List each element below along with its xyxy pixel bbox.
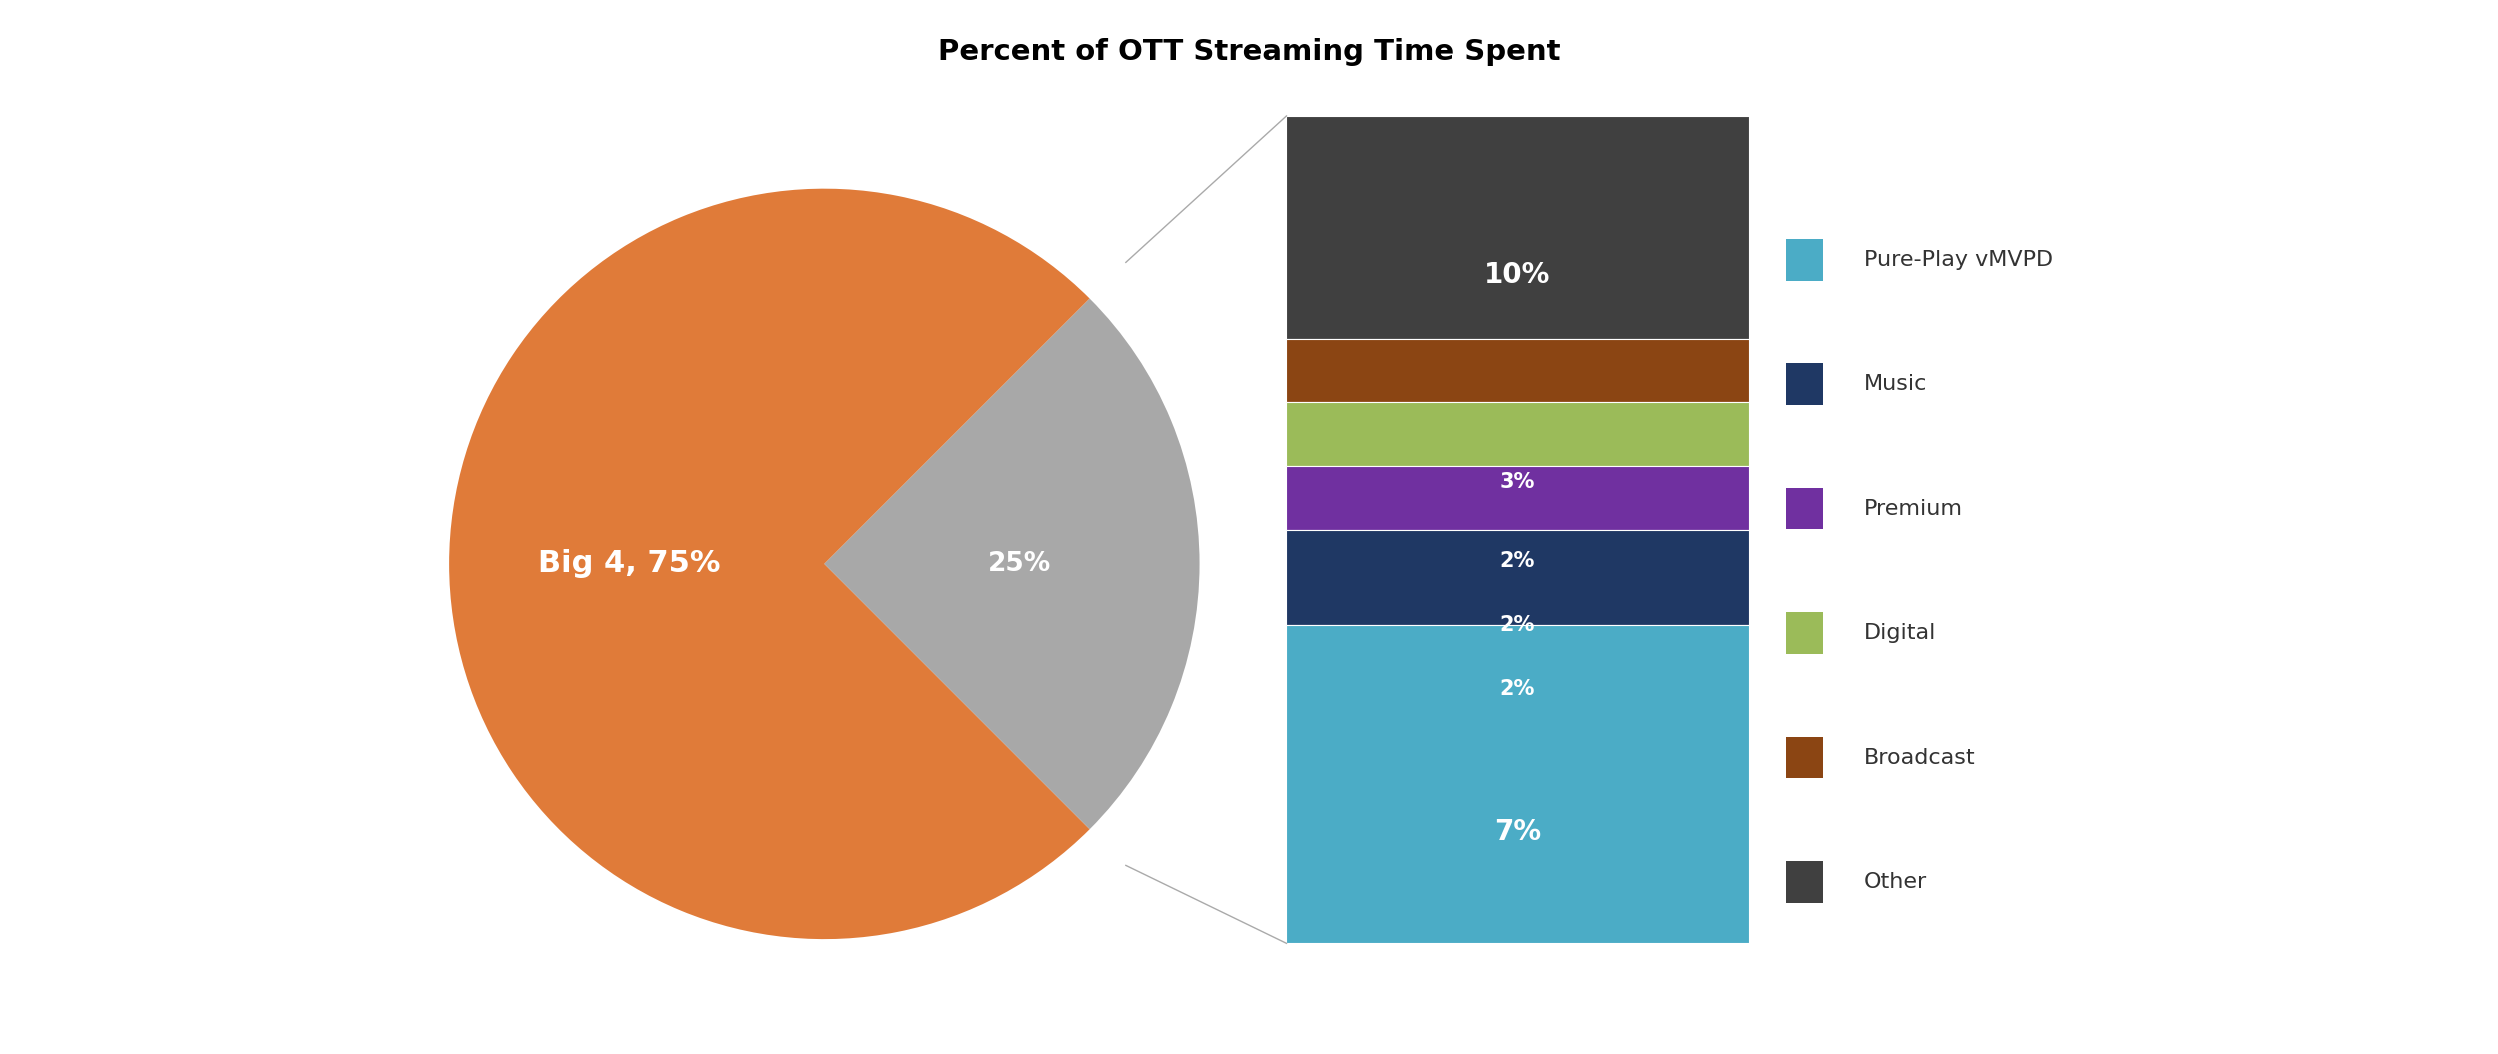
Bar: [1786, 612, 1824, 653]
Text: Big 4, 75%: Big 4, 75%: [537, 549, 719, 579]
Text: 10%: 10%: [1484, 261, 1551, 289]
Text: 25%: 25%: [987, 551, 1052, 577]
Text: Premium: Premium: [1864, 499, 1963, 519]
Bar: [1286, 403, 1749, 466]
Text: 2%: 2%: [1499, 616, 1536, 636]
Text: Digital: Digital: [1864, 623, 1936, 643]
Text: 2%: 2%: [1499, 679, 1536, 699]
Bar: [1786, 488, 1824, 529]
Bar: [1286, 116, 1749, 338]
Bar: [1786, 737, 1824, 779]
Text: Broadcast: Broadcast: [1864, 747, 1976, 767]
Text: Music: Music: [1864, 374, 1926, 394]
Wedge shape: [824, 298, 1199, 829]
Bar: [1286, 625, 1749, 943]
Text: 7%: 7%: [1494, 818, 1541, 846]
Wedge shape: [450, 189, 1089, 939]
Bar: [1286, 529, 1749, 625]
Bar: [1286, 466, 1749, 529]
Bar: [1786, 861, 1824, 903]
Text: 3%: 3%: [1499, 472, 1536, 492]
Bar: [1786, 239, 1824, 280]
Text: 2%: 2%: [1499, 551, 1536, 571]
Bar: [1786, 364, 1824, 405]
Text: Percent of OTT Streaming Time Spent: Percent of OTT Streaming Time Spent: [937, 38, 1561, 66]
Text: Other: Other: [1864, 872, 1926, 892]
Text: Pure-Play vMVPD: Pure-Play vMVPD: [1864, 250, 2053, 270]
Bar: [1286, 338, 1749, 403]
